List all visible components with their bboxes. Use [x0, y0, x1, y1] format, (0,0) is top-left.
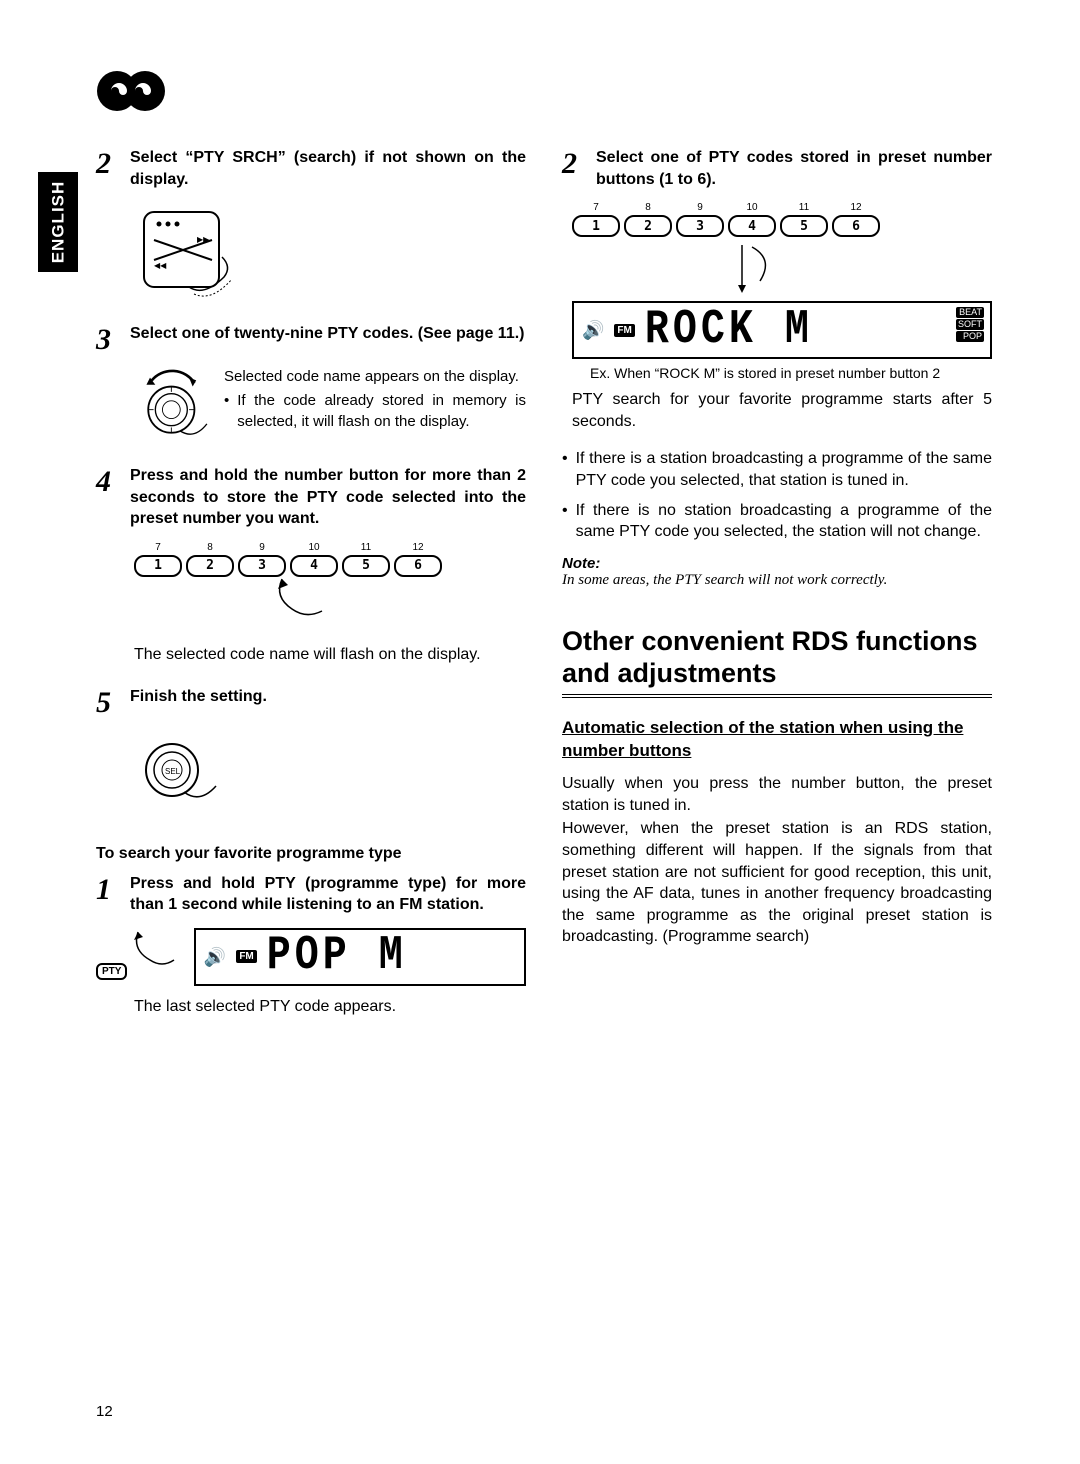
hand-pointer-icon [134, 577, 454, 627]
fm-badge: FM [236, 950, 256, 963]
step-number: 4 [96, 465, 130, 497]
step-number: 2 [96, 147, 130, 179]
preset-button: 2 [186, 555, 234, 577]
svg-text:▶▶: ▶▶ [197, 235, 210, 244]
step4-title: Press and hold the number button for mor… [130, 465, 526, 530]
preset-button: 5 [342, 555, 390, 577]
preset-to-lcd-figure: 78 910 1112 1 2 3 4 5 6 [572, 202, 992, 359]
step3-title: Select one of twenty-nine PTY codes. (Se… [130, 323, 526, 345]
step4-after: The selected code name will flash on the… [134, 644, 526, 666]
note-text: In some areas, the PTY search will not w… [562, 572, 992, 589]
right-step2-after: PTY search for your favorite programme s… [572, 389, 992, 432]
note-label: Note: [562, 555, 992, 572]
preset-button: 2 [624, 215, 672, 237]
pty-button-figure: PTY [96, 928, 178, 986]
right-column: 2 Select one of PTY codes stored in pres… [562, 147, 992, 1017]
right-bullet2: If there is no station broadcasting a pr… [576, 500, 992, 543]
speaker-icon: 🔊 [582, 321, 604, 339]
lcd-caption: Ex. When “ROCK M” is stored in preset nu… [590, 365, 992, 381]
right-step2-title: Select one of PTY codes stored in preset… [596, 147, 992, 190]
sel-button-figure: ▶▶ ◀◀ [134, 202, 526, 307]
section-paragraph: Usually when you press the number button… [562, 773, 992, 948]
preset-button: 5 [780, 215, 828, 237]
search-step1-title: Press and hold PTY (programme type) for … [130, 873, 526, 916]
hand-pointer-icon [682, 241, 882, 297]
preset-button: 3 [676, 215, 724, 237]
lcd-text: POP M [267, 930, 407, 984]
preset-button: 6 [832, 215, 880, 237]
step-number: 2 [562, 147, 596, 179]
lcd-text: ROCK M [645, 303, 813, 357]
search-heading: To search your favorite programme type [96, 845, 526, 863]
step3-body: Selected code name appears on the displa… [224, 367, 526, 432]
search-step1-after: The last selected PTY code appears. [134, 996, 526, 1018]
lcd-display: 🔊 FM ROCK M BEAT SOFT POP [572, 301, 992, 359]
preset-button: 3 [238, 555, 286, 577]
svg-text:◀◀: ◀◀ [154, 261, 167, 270]
step-number: 3 [96, 323, 130, 355]
preset-button: 1 [134, 555, 182, 577]
step2-title: Select “PTY SRCH” (search) if not shown … [130, 147, 526, 190]
svg-text:SEL: SEL [165, 767, 181, 776]
step-number: 5 [96, 686, 130, 718]
right-bullet1: If there is a station broadcasting a pro… [576, 448, 992, 491]
left-column: 2 Select “PTY SRCH” (search) if not show… [96, 147, 526, 1017]
preset-button: 4 [290, 555, 338, 577]
section-heading: Other convenient RDS functions and adjus… [562, 625, 992, 698]
preset-button: 6 [394, 555, 442, 577]
brand-logo [96, 70, 996, 117]
step5-title: Finish the setting. [130, 686, 526, 708]
rotary-knob-figure [134, 367, 214, 447]
knob-press-figure: SEL [134, 730, 526, 825]
preset-button: 1 [572, 215, 620, 237]
preset-buttons-figure: 78 910 1112 1 2 3 4 5 6 [134, 542, 526, 632]
language-tab: ENGLISH [38, 172, 78, 272]
lcd-display: 🔊 FM POP M [194, 928, 526, 986]
lcd-icons: BEAT SOFT POP [956, 307, 984, 342]
step-number: 1 [96, 873, 130, 905]
preset-button: 4 [728, 215, 776, 237]
page-number: 12 [96, 1403, 113, 1420]
subsection-heading: Automatic selection of the station when … [562, 716, 992, 764]
speaker-icon: 🔊 [204, 948, 226, 966]
fm-badge: FM [614, 324, 634, 337]
